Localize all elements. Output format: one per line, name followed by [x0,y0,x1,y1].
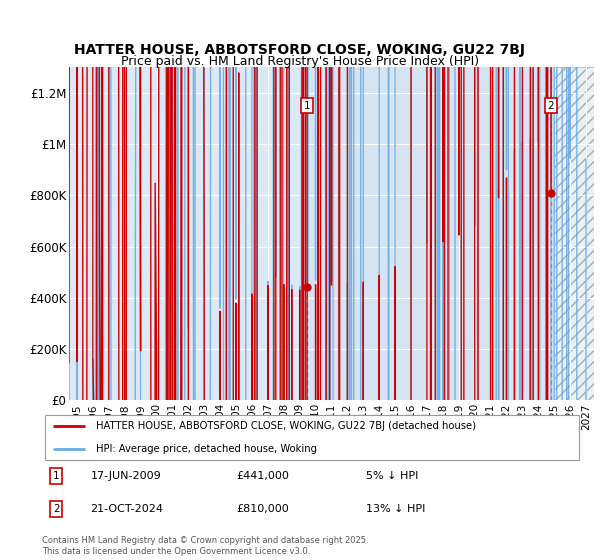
Text: 13% ↓ HPI: 13% ↓ HPI [366,504,425,514]
Text: HPI: Average price, detached house, Woking: HPI: Average price, detached house, Woki… [96,444,317,454]
Text: HATTER HOUSE, ABBOTSFORD CLOSE, WOKING, GU22 7BJ (detached house): HATTER HOUSE, ABBOTSFORD CLOSE, WOKING, … [96,421,476,431]
Text: 21-OCT-2024: 21-OCT-2024 [91,504,164,514]
Text: £441,000: £441,000 [236,471,289,481]
Bar [307,67,554,400]
Text: 5% ↓ HPI: 5% ↓ HPI [366,471,418,481]
Text: 1: 1 [304,100,310,110]
Text: 2: 2 [53,504,59,514]
Text: 17-JUN-2009: 17-JUN-2009 [91,471,161,481]
Text: Price paid vs. HM Land Registry's House Price Index (HPI): Price paid vs. HM Land Registry's House … [121,55,479,68]
Text: 2: 2 [548,100,554,110]
Bar [554,67,594,400]
Text: £810,000: £810,000 [236,504,289,514]
Text: HATTER HOUSE, ABBOTSFORD CLOSE, WOKING, GU22 7BJ: HATTER HOUSE, ABBOTSFORD CLOSE, WOKING, … [74,43,526,57]
FancyBboxPatch shape [45,415,580,460]
Bar [554,67,594,400]
Text: Contains HM Land Registry data © Crown copyright and database right 2025.
This d: Contains HM Land Registry data © Crown c… [42,536,368,556]
Text: 1: 1 [53,471,59,481]
